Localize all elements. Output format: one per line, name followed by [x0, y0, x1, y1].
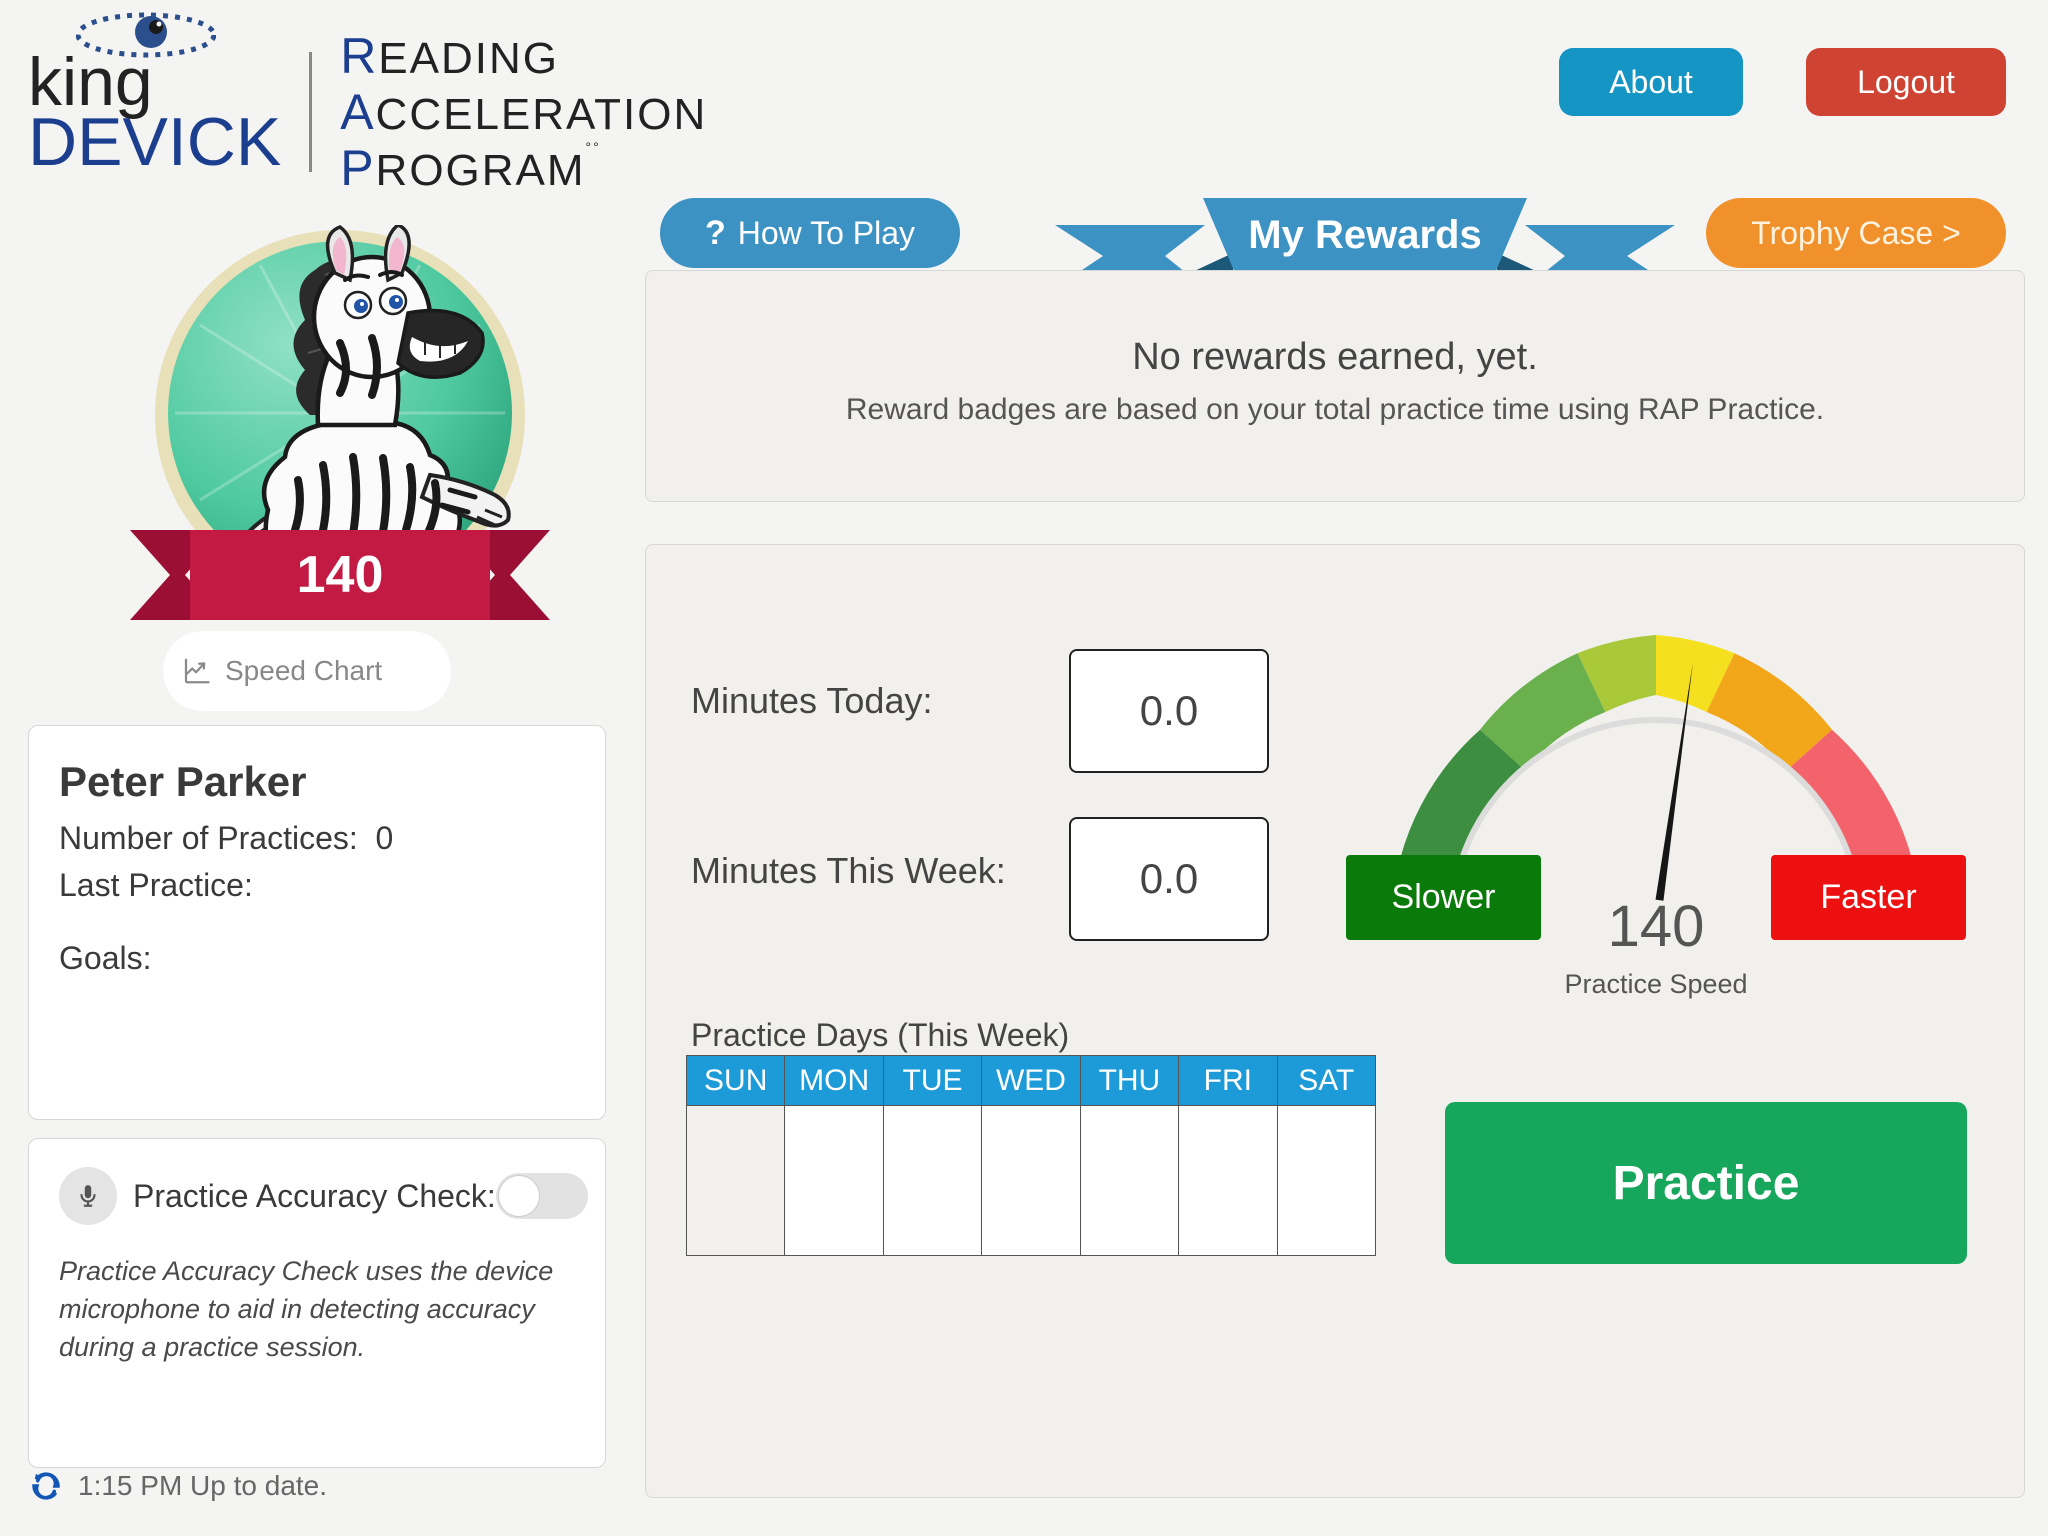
svg-text:Practice Speed: Practice Speed: [1564, 969, 1747, 999]
svg-text:My Rewards: My Rewards: [1248, 213, 1481, 257]
svg-text:140: 140: [297, 546, 384, 604]
